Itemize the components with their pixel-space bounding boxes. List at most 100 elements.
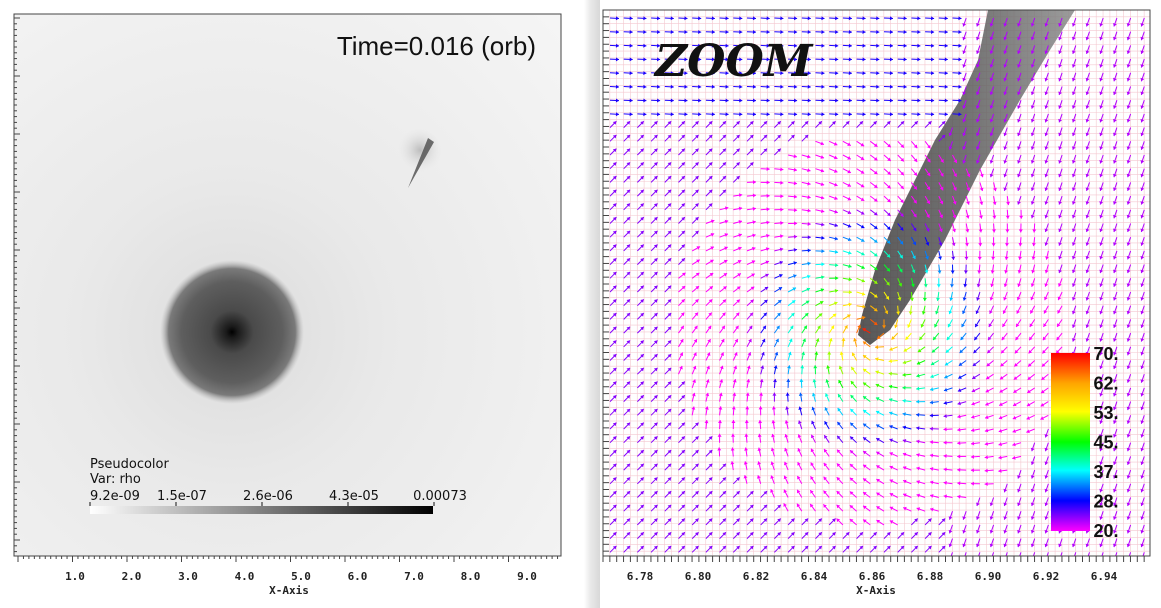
vector-arrowhead [1017, 36, 1021, 41]
vector-arrowhead [1044, 242, 1049, 246]
vector-arrowhead [1126, 228, 1131, 232]
panel-divider [584, 0, 600, 608]
vector-arrowhead [847, 142, 851, 146]
vector-arrowhead [695, 545, 699, 550]
vector-arrowhead [951, 256, 956, 260]
vector-arrowhead [1140, 420, 1145, 424]
vector-arrowhead [730, 447, 735, 451]
vector-arrowhead [1012, 455, 1016, 460]
vector-arrowhead [739, 16, 743, 21]
vector-arrowhead [859, 121, 863, 125]
x-tick-label: 1.0 [65, 570, 85, 583]
vector-arrowhead [1113, 434, 1117, 438]
vector-arrowhead [916, 466, 920, 471]
vector-arrowhead [780, 194, 784, 199]
vector-arrowhead [667, 313, 672, 317]
vector-arrowhead [1099, 434, 1104, 438]
vector-arrowhead [1126, 434, 1131, 438]
vector-arrowhead [999, 376, 1004, 380]
vector-arrowhead [732, 392, 737, 396]
vector-arrowhead [1126, 502, 1131, 506]
vector-arrowhead [1071, 77, 1076, 82]
vector-arrowhead [681, 230, 685, 235]
vector-arrowhead [1099, 173, 1104, 178]
vector-arrowhead [1113, 351, 1117, 356]
vector-arrowhead [629, 16, 633, 21]
vector-arrowhead [1085, 50, 1090, 54]
vector-arrowhead [1099, 255, 1104, 260]
vector-arrowhead [957, 388, 962, 393]
vector-arrowhead [653, 176, 658, 180]
vector-arrowhead [752, 98, 756, 103]
vector-arrowhead [1113, 379, 1117, 383]
vector-arrowhead [653, 121, 658, 125]
vector-arrowhead [1017, 132, 1021, 137]
vector-arrowhead [1071, 146, 1076, 150]
vector-arrowhead [1099, 269, 1104, 274]
vector-arrowhead [681, 532, 685, 536]
vector-arrowhead [722, 312, 726, 317]
vector-arrowhead [704, 420, 709, 424]
vector-arrowhead [1099, 379, 1104, 383]
vector-arrowhead [763, 545, 768, 550]
vector-arrowhead [733, 365, 738, 370]
vector-arrowhead [1126, 146, 1131, 150]
vector-arrowhead [862, 71, 866, 76]
vector-arrowhead [777, 504, 781, 509]
vector-arrowhead [998, 455, 1002, 460]
vector-arrowhead [629, 43, 633, 48]
vector-arrowhead [722, 134, 726, 139]
vector-arrowhead [916, 507, 921, 512]
vector-arrowhead [629, 30, 633, 34]
vector-arrowhead [667, 340, 672, 344]
vector-arrowhead [1058, 105, 1063, 109]
vector-arrowhead [757, 433, 762, 438]
vector-arrowhead [1043, 309, 1048, 314]
vector-arrowhead [970, 454, 975, 459]
vector-arrowhead [903, 348, 908, 352]
vector-arrowhead [889, 30, 893, 34]
vector-arrowhead [1071, 242, 1076, 246]
vector-arrowhead [943, 467, 947, 472]
vector-arrowhead [1045, 256, 1050, 260]
vector-arrowhead [971, 428, 975, 433]
vector-arrowhead [766, 98, 770, 103]
vector-arrowhead [1113, 420, 1117, 424]
vector-arrowhead [941, 518, 946, 523]
vector-arrowhead [1058, 132, 1063, 137]
x-tick-label: 4.0 [235, 570, 255, 583]
vector-arrowhead [833, 155, 838, 160]
vector-arrowhead [873, 143, 878, 147]
vector-arrowhead [860, 183, 865, 188]
vector-arrowhead [863, 368, 867, 373]
vector-arrowhead [963, 283, 968, 288]
vector-arrowhead [717, 420, 722, 424]
vector-arrowhead [695, 176, 699, 180]
vector-arrowhead [814, 351, 819, 355]
vector-arrowhead [612, 367, 617, 372]
vector-arrowhead [1140, 201, 1145, 205]
vector-arrowhead [907, 324, 911, 328]
vector-arrowhead [916, 426, 920, 431]
vector-arrowhead [1017, 557, 1021, 560]
vector-arrowhead [1126, 64, 1131, 68]
vector-arrowhead [834, 249, 839, 254]
vector-arrowhead [640, 203, 644, 207]
vector-arrowhead [850, 381, 855, 385]
vector-arrowhead [743, 475, 748, 479]
vector-arrowhead [989, 160, 994, 164]
vector-arrowhead [681, 545, 685, 550]
vector-arrowhead [889, 112, 893, 117]
vector-arrowhead [681, 217, 685, 221]
vector-arrowhead [793, 261, 797, 266]
vector-arrowhead [770, 475, 775, 479]
vector-arrowhead [888, 359, 892, 364]
vector-arrowhead [1113, 543, 1117, 548]
vector-arrowhead [1072, 557, 1076, 560]
vector-arrowhead [793, 112, 798, 117]
vector-arrowhead [612, 422, 617, 427]
vector-arrowhead [667, 121, 672, 125]
vector-arrowhead [667, 408, 672, 413]
vector-arrowhead [837, 421, 841, 426]
vector-arrowhead [821, 98, 825, 103]
